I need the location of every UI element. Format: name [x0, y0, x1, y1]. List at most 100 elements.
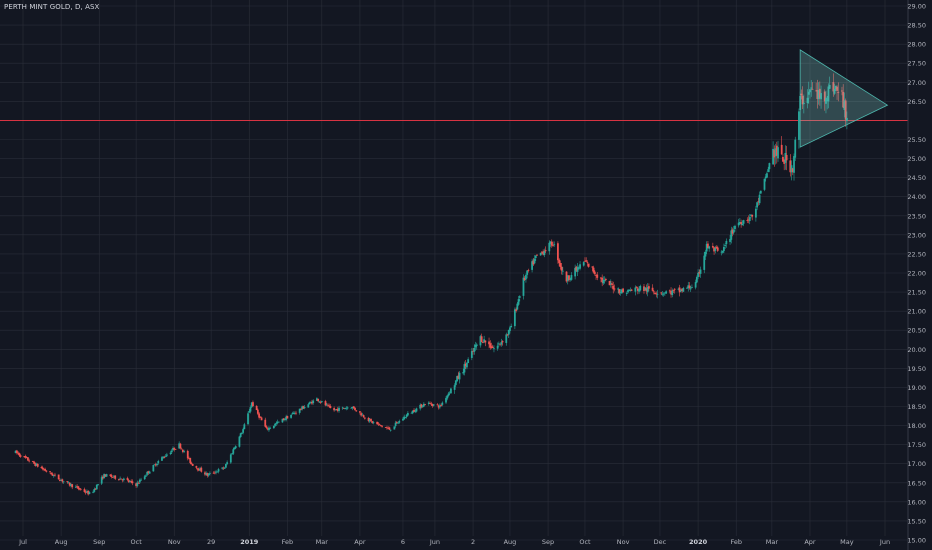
candle-body	[454, 380, 457, 385]
candle-body	[817, 90, 820, 100]
price-tick-label: 22.00	[907, 270, 926, 278]
candle-body	[660, 292, 663, 294]
candle-body	[802, 102, 805, 105]
candle-body	[625, 292, 628, 294]
time-axis[interactable]: Jul Aug Sep Oct Nov 29 2019 Feb Mar Apr 6 Jun 2 Aug Se…	[18, 538, 890, 546]
candle-body	[209, 472, 211, 474]
candle-body	[146, 471, 149, 475]
candle-body	[834, 85, 837, 90]
candle-body	[293, 412, 296, 414]
candle-body	[384, 427, 387, 428]
candle-body	[501, 341, 504, 343]
candle-body	[74, 486, 77, 488]
candle-body	[661, 293, 664, 295]
candle-body	[836, 86, 838, 91]
candle-body	[462, 372, 465, 374]
time-tick-label: Sep	[542, 538, 554, 546]
candle-body	[681, 288, 684, 291]
candle-body	[746, 220, 749, 221]
candle-body	[148, 471, 151, 474]
candle-body	[204, 472, 206, 475]
candle-body	[656, 293, 659, 295]
candle-body	[419, 404, 422, 409]
candle-body	[200, 467, 203, 472]
candle-body	[472, 350, 474, 352]
candle-body	[505, 334, 508, 343]
candle-body	[750, 214, 752, 216]
candle-body	[414, 411, 417, 412]
candle-body	[541, 251, 543, 253]
candle-body	[378, 424, 381, 426]
candle-body	[844, 100, 847, 120]
candle-body	[703, 255, 706, 270]
triangle-pattern[interactable]	[799, 49, 889, 148]
candle-body	[707, 243, 709, 248]
candle-body	[552, 245, 554, 246]
candle-body	[780, 144, 783, 155]
candle-body	[483, 339, 486, 343]
candle-body	[566, 275, 569, 281]
candle-body	[740, 222, 743, 225]
candle-body	[754, 208, 757, 218]
candle-body	[775, 145, 778, 156]
candle-body	[526, 270, 529, 275]
candle-body	[292, 412, 295, 414]
candle-body	[359, 411, 361, 413]
candle-body	[308, 402, 311, 405]
candle-body	[579, 264, 581, 269]
candle-body	[84, 492, 87, 494]
candle-body	[553, 244, 556, 246]
candle-body	[351, 406, 354, 409]
candle-body	[268, 427, 270, 431]
candle-body	[266, 428, 269, 430]
time-tick-label: May	[840, 538, 854, 546]
price-axis[interactable]: 15.00 15.50 16.00 16.50 17.00 17.50 18.00 18.50…	[907, 0, 932, 550]
candle-body	[79, 488, 82, 490]
candle-body	[445, 398, 447, 403]
candle-body	[791, 168, 794, 172]
candle-body	[480, 336, 483, 342]
candle-body	[806, 97, 809, 104]
candle-body	[76, 486, 79, 487]
candle-body	[500, 342, 503, 345]
candle-body	[516, 303, 519, 310]
candle-body	[152, 465, 155, 472]
candle-body	[827, 86, 830, 102]
candle-body	[286, 416, 289, 419]
candle-body	[473, 348, 476, 352]
candle-body	[260, 417, 263, 421]
candle-body	[592, 267, 595, 273]
candle-body	[784, 152, 787, 163]
candle-body	[713, 247, 715, 252]
price-tick-label: 16.50	[907, 479, 926, 487]
candle-body	[446, 395, 449, 399]
price-tick-label: 16.00	[907, 498, 926, 506]
time-tick-label: Jun	[879, 538, 890, 546]
candle-body	[242, 429, 245, 433]
candle-body	[195, 466, 198, 468]
candle-body	[636, 288, 639, 291]
candle-body	[758, 194, 761, 204]
candle-body	[317, 398, 320, 402]
candle-body	[229, 454, 232, 463]
candle-body	[489, 343, 492, 348]
candle-body	[94, 488, 97, 490]
candle-body	[335, 409, 338, 410]
candle-body	[576, 267, 579, 272]
candle-body	[154, 464, 157, 466]
candle-body	[217, 469, 220, 472]
candle-body	[531, 261, 533, 270]
time-tick-label: Apr	[354, 538, 366, 546]
candle-body	[103, 473, 106, 479]
candle-body	[430, 403, 433, 405]
price-tick-label: 20.50	[907, 327, 926, 335]
candle-body	[333, 408, 336, 411]
candle-body	[311, 401, 313, 404]
candle-body	[415, 408, 418, 412]
candle-body	[575, 266, 578, 271]
candle-body	[826, 99, 829, 101]
candle-body	[751, 214, 754, 217]
candle-body	[638, 289, 640, 292]
price-tick-label: 23.50	[907, 212, 926, 220]
